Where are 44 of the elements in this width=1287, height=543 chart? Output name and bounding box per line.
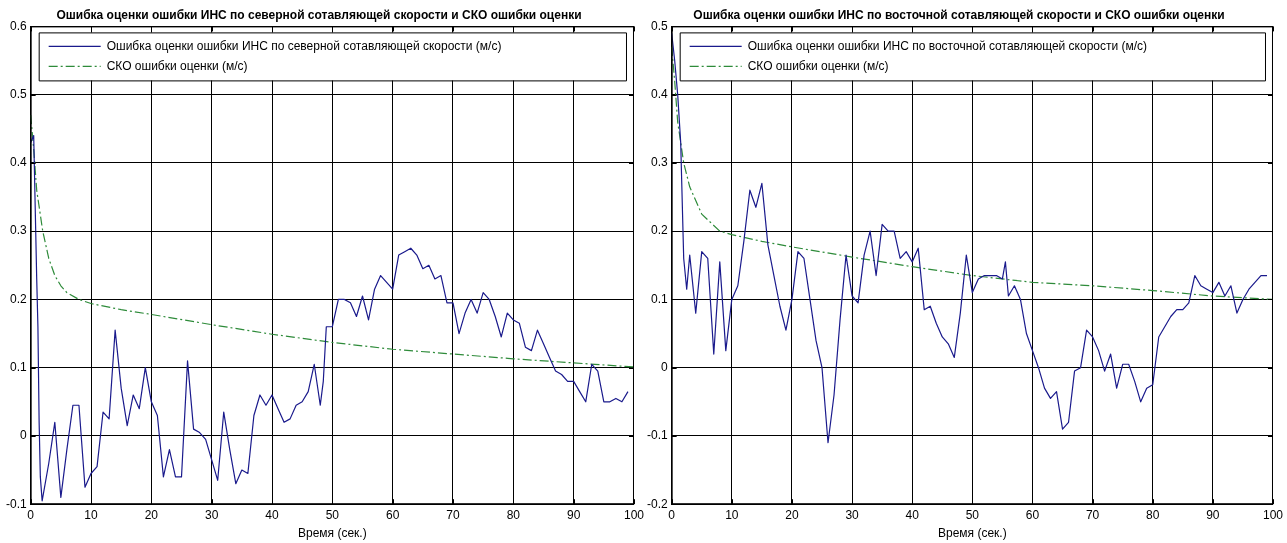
y-tick-label: 0.1	[650, 291, 668, 306]
y-tick-label: 0.3	[9, 223, 27, 238]
x-tick-label: 90	[1206, 507, 1220, 522]
y-tick-label: 0.6	[9, 18, 27, 33]
x-tick-label: 60	[1025, 507, 1040, 522]
legend-label: СКО ошибки оценки (м/с)	[106, 58, 248, 73]
y-tick-label: -0.1	[646, 428, 668, 443]
x-tick-label: 30	[845, 507, 860, 522]
x-tick-label: 10	[84, 507, 98, 522]
chart-title: Ошибка оценки ошибки ИНС по северной сотавляющей скорости и СКО ошибки оценки	[56, 7, 582, 22]
y-tick-label: -0.2	[646, 496, 668, 511]
y-tick-label: 0.5	[9, 86, 27, 101]
chart-title: Ошибка оценки ошибки ИНС по восточной сотавляющей скорости и СКО ошибки оценки	[693, 7, 1225, 22]
x-tick-label: 80	[1146, 507, 1160, 522]
x-axis-title: Время (сек.)	[937, 526, 1007, 541]
x-tick-label: 10	[725, 507, 739, 522]
y-tick-label: 0	[660, 360, 668, 374]
y-tick-label: 0.4	[650, 86, 668, 101]
y-tick-label: 0.1	[9, 360, 27, 374]
x-tick-label: 40	[905, 507, 920, 522]
y-tick-label: 0	[19, 428, 27, 443]
legend-label: СКО ошибки оценки (м/с)	[747, 58, 889, 73]
legend-label: Ошибка оценки ошибки ИНС по северной сотавляющей скорости (м/с)	[106, 38, 502, 53]
y-tick-label: 0.5	[650, 18, 668, 33]
y-tick-label: 0.4	[9, 155, 27, 170]
y-tick-label: 0.2	[650, 223, 668, 238]
x-tick-label: 20	[144, 507, 159, 522]
x-tick-label: 60	[385, 507, 400, 522]
x-tick-label: 70	[446, 507, 460, 522]
x-tick-label: 50	[325, 507, 340, 522]
x-tick-label: 100	[623, 507, 645, 522]
x-tick-label: 100	[1262, 507, 1284, 522]
y-tick-label: -0.1	[5, 496, 27, 511]
x-tick-label: 50	[965, 507, 980, 522]
x-axis-title: Время (сек.)	[297, 526, 367, 541]
y-tick-label: 0.2	[9, 291, 27, 306]
x-tick-label: 70	[1085, 507, 1100, 522]
x-tick-label: 40	[265, 507, 279, 522]
x-tick-label: 20	[785, 507, 799, 522]
x-tick-label: 80	[506, 507, 521, 522]
x-tick-label: 90	[566, 507, 581, 522]
legend-label: Ошибка оценки ошибки ИНС по восточной сотавляющей скорости (м/с)	[747, 38, 1148, 53]
y-tick-label: 0.3	[650, 155, 668, 170]
x-tick-label: 30	[204, 507, 219, 522]
